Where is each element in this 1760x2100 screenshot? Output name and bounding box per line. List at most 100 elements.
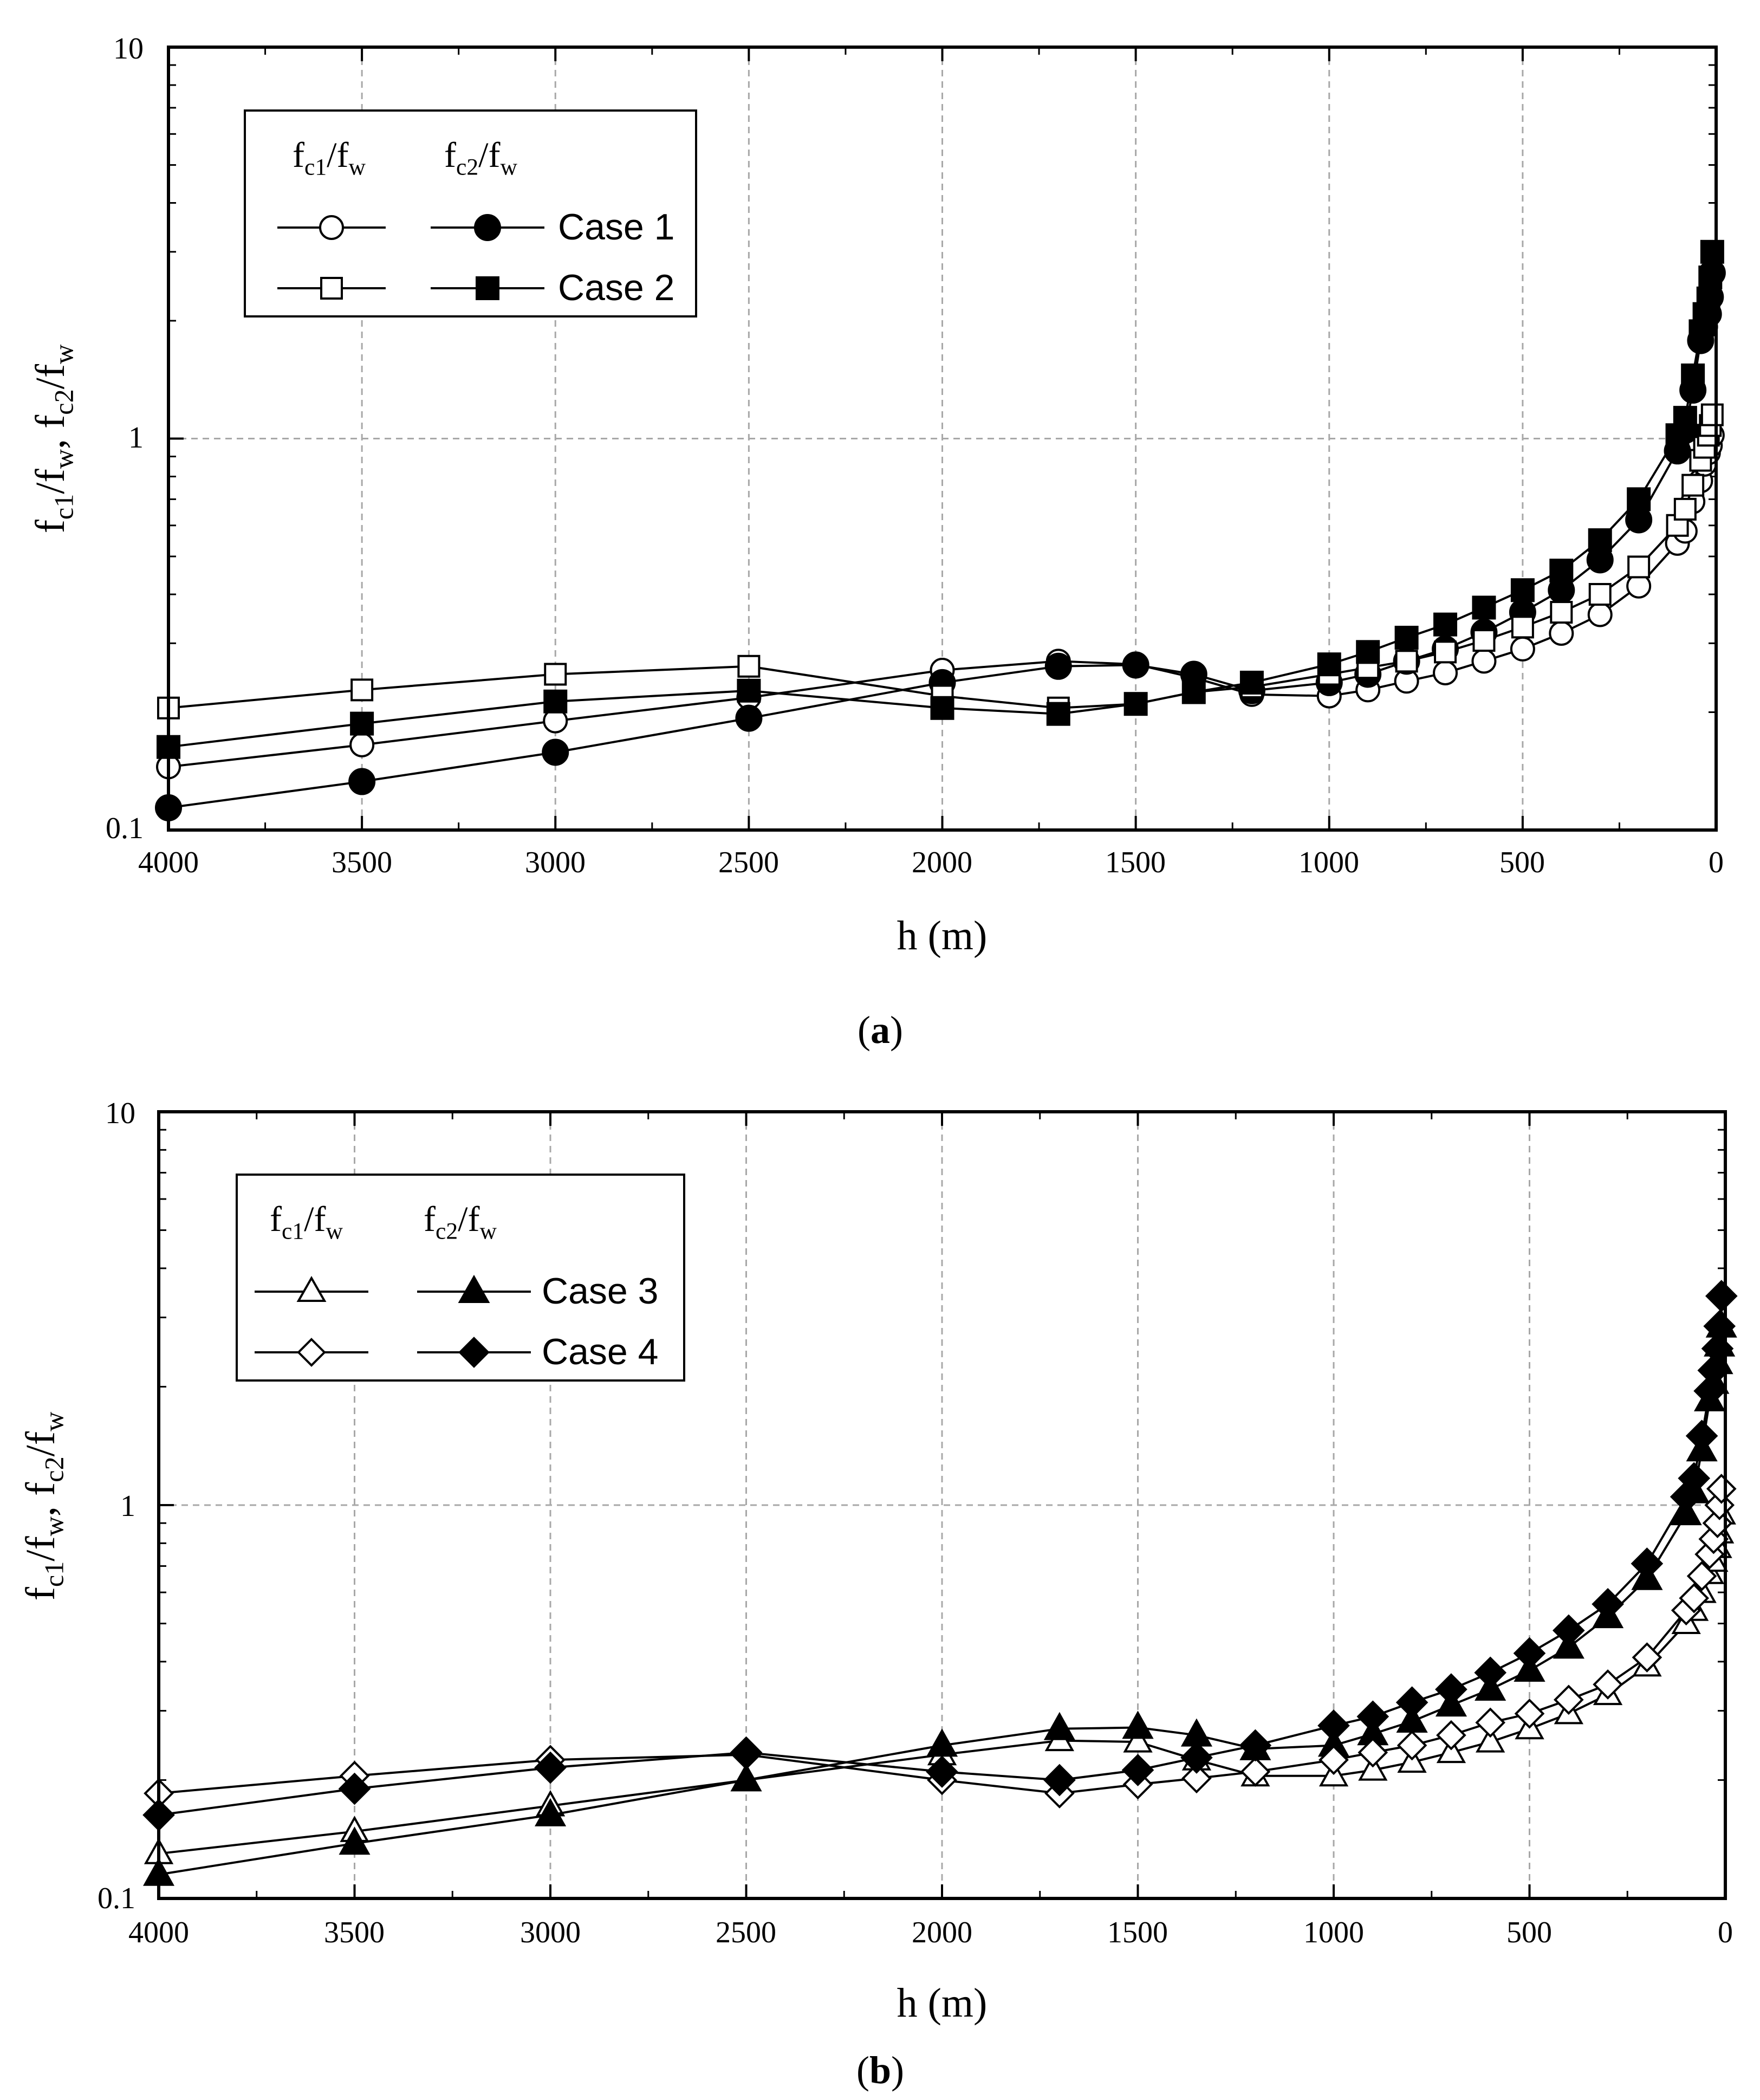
panel-b-x-axis-title: h (m) [897, 1980, 988, 2026]
panel-b-y-axis-title: fc1​/fw​, fc2​/fw​ [18, 1411, 69, 1601]
panel-a-legend-header-2: fc2​/fw​ [444, 135, 517, 180]
panel-b-y-tick-label: 10 [105, 1097, 135, 1130]
data-point-case-2-f-c2-f-w [1181, 680, 1206, 704]
data-point-case-3-f-c1-f-w [1475, 1726, 1505, 1753]
data-point-case-4-f-c1-f-w [1358, 1737, 1388, 1768]
data-point-case-2-f-c1-f-w [1511, 615, 1534, 639]
data-point-case-4-f-c2-f-w [1592, 1587, 1624, 1621]
data-point-case-4-f-c1-f-w [1686, 1561, 1717, 1591]
panel-a-plot-frame [167, 46, 1718, 832]
panel-b-legend-header-2: fc2​/fw​ [424, 1200, 497, 1245]
data-point-case-4-f-c2-f-w [1693, 1375, 1726, 1408]
panel-a-legend-open-circle [319, 215, 344, 240]
data-point-case-2-f-c1-f-w [1550, 601, 1573, 624]
data-point-case-4-f-c2-f-w [926, 1755, 958, 1788]
data-point-case-4-f-c2-f-w [1513, 1637, 1546, 1670]
data-point-case-2-f-c1-f-w [1588, 583, 1612, 606]
data-point-case-4-f-c2-f-w [1180, 1741, 1213, 1774]
data-point-case-1-f-c1-f-w [1587, 602, 1613, 627]
panel-b-chart: 10 1 0.1 4000 3500 3000 2500 2000 1500 1… [18, 1097, 1738, 2092]
panel-b-x-tick-label: 0 [1718, 1916, 1733, 1949]
panel-a-legend-filled-circle [474, 214, 501, 241]
data-point-case-3-f-c2-f-w [1043, 1712, 1075, 1740]
panel-b-legend: fc1​/fw​ fc2​/fw​ Case 3 Case 4 [236, 1174, 685, 1382]
data-point-case-2-f-c2-f-w [350, 711, 374, 736]
data-point-case-4-f-c2-f-w [1435, 1673, 1467, 1706]
panel-b-legend-header-1: fc1​/fw​ [270, 1200, 343, 1245]
data-point-case-4-f-c1-f-w [1706, 1474, 1737, 1504]
data-point-case-2-f-c2-f-w [1123, 692, 1148, 716]
panel-a-caption-letter: a [871, 1008, 890, 1052]
data-point-case-2-f-c1-f-w [1395, 650, 1418, 673]
data-point-case-2-f-c1-f-w [737, 654, 761, 678]
data-point-case-2-f-c2-f-w [543, 689, 568, 714]
data-point-case-2-f-c2-f-w [1433, 612, 1458, 637]
panel-a-x-tick-label: 1000 [1298, 846, 1359, 879]
panel-a-legend-filled-square [476, 276, 499, 300]
panel-a-legend-entry-case-1: Case 1 [558, 206, 674, 248]
data-point-case-4-f-c1-f-w [1593, 1669, 1623, 1700]
panel-a-caption: (a) [858, 1008, 903, 1052]
data-point-case-2-f-c2-f-w [930, 696, 954, 720]
panel-a-x-tick-label: 2500 [718, 846, 779, 879]
data-point-case-3-f-c1-f-w [1436, 1736, 1466, 1764]
data-point-case-4-f-c2-f-w [1356, 1700, 1389, 1733]
panel-a-x-tick-label: 2000 [912, 846, 972, 879]
panel-a-x-tick-label: 4000 [138, 846, 199, 879]
data-point-case-1-f-c1-f-w [1549, 620, 1574, 646]
data-point-case-2-f-c2-f-w [1698, 265, 1723, 290]
data-point-case-4-f-c2-f-w [1043, 1764, 1076, 1797]
data-point-case-1-f-c1-f-w [1471, 649, 1497, 674]
panel-b-x-tick-label: 1000 [1303, 1916, 1364, 1949]
data-point-case-2-f-c1-f-w [1472, 629, 1496, 652]
data-point-case-2-f-c2-f-w [1700, 239, 1724, 264]
panel-b-legend-filled-triangle [458, 1274, 490, 1303]
panel-a-series [155, 239, 1726, 821]
data-point-case-4-f-c2-f-w [1121, 1754, 1154, 1786]
panel-a-legend-box [244, 109, 697, 317]
panel-b-y-tick-label: 0.1 [98, 1882, 135, 1915]
panel-a-legend-header-1: fc1​/fw​ [293, 135, 366, 180]
data-point-case-4-f-c2-f-w [1685, 1420, 1718, 1453]
data-point-case-1-f-c2-f-w [1044, 652, 1072, 680]
data-point-case-2-f-c2-f-w [1673, 406, 1697, 430]
data-point-case-4-f-c2-f-w [1697, 1354, 1730, 1387]
data-point-case-3-f-c2-f-w [339, 1826, 371, 1855]
data-point-case-1-f-c2-f-w [348, 768, 376, 795]
data-point-case-4-f-c2-f-w [534, 1751, 567, 1784]
data-point-case-4-f-c2-f-w [730, 1736, 763, 1769]
panel-b-x-tick-label: 2500 [716, 1916, 776, 1949]
data-point-case-4-f-c2-f-w [1474, 1656, 1507, 1689]
panel-a-x-tick-label: 3000 [525, 846, 586, 879]
data-point-case-4-f-c1-f-w [1397, 1730, 1427, 1761]
data-point-case-2-f-c2-f-w [1046, 702, 1070, 726]
data-point-case-4-f-c1-f-w [1553, 1684, 1584, 1715]
data-point-case-4-f-c2-f-w [1239, 1729, 1272, 1762]
panel-a-x-tick-label: 500 [1499, 846, 1545, 879]
data-point-case-3-f-c1-f-w [1123, 1726, 1153, 1753]
data-point-case-1-f-c1-f-w [1510, 636, 1535, 662]
data-point-case-2-f-c1-f-w [544, 663, 567, 686]
data-point-case-4-f-c1-f-w [1240, 1757, 1271, 1787]
data-point-case-2-f-c2-f-w [1549, 559, 1574, 583]
panel-a-y-tick-label: 10 [113, 32, 144, 66]
data-point-case-2-f-c1-f-w [1627, 555, 1651, 579]
data-point-case-1-f-c2-f-w [735, 704, 763, 732]
data-point-case-4-f-c1-f-w [1181, 1763, 1212, 1794]
data-point-case-2-f-c2-f-w [1627, 487, 1651, 511]
data-point-case-2-f-c1-f-w [1673, 497, 1697, 521]
panel-b-series [142, 1280, 1738, 1886]
panel-b-x-tick-label: 1500 [1107, 1916, 1168, 1949]
data-point-case-4-f-c1-f-w [1679, 1583, 1710, 1613]
data-point-case-1-f-c2-f-w [542, 738, 569, 766]
panel-a-x-tick-label: 0 [1709, 846, 1724, 879]
data-point-case-3-f-c1-f-w [1358, 1754, 1388, 1781]
data-point-case-1-f-c1-f-w [349, 732, 375, 757]
panel-a-y-tick-label: 0.1 [106, 812, 144, 845]
data-point-case-2-f-c1-f-w [1700, 403, 1724, 426]
panel-b-x-tick-label: 500 [1506, 1916, 1552, 1949]
data-point-case-4-f-c2-f-w [1395, 1686, 1428, 1719]
data-point-case-4-f-c2-f-w [1705, 1280, 1738, 1312]
panel-a-x-tick-label: 3500 [332, 846, 392, 879]
